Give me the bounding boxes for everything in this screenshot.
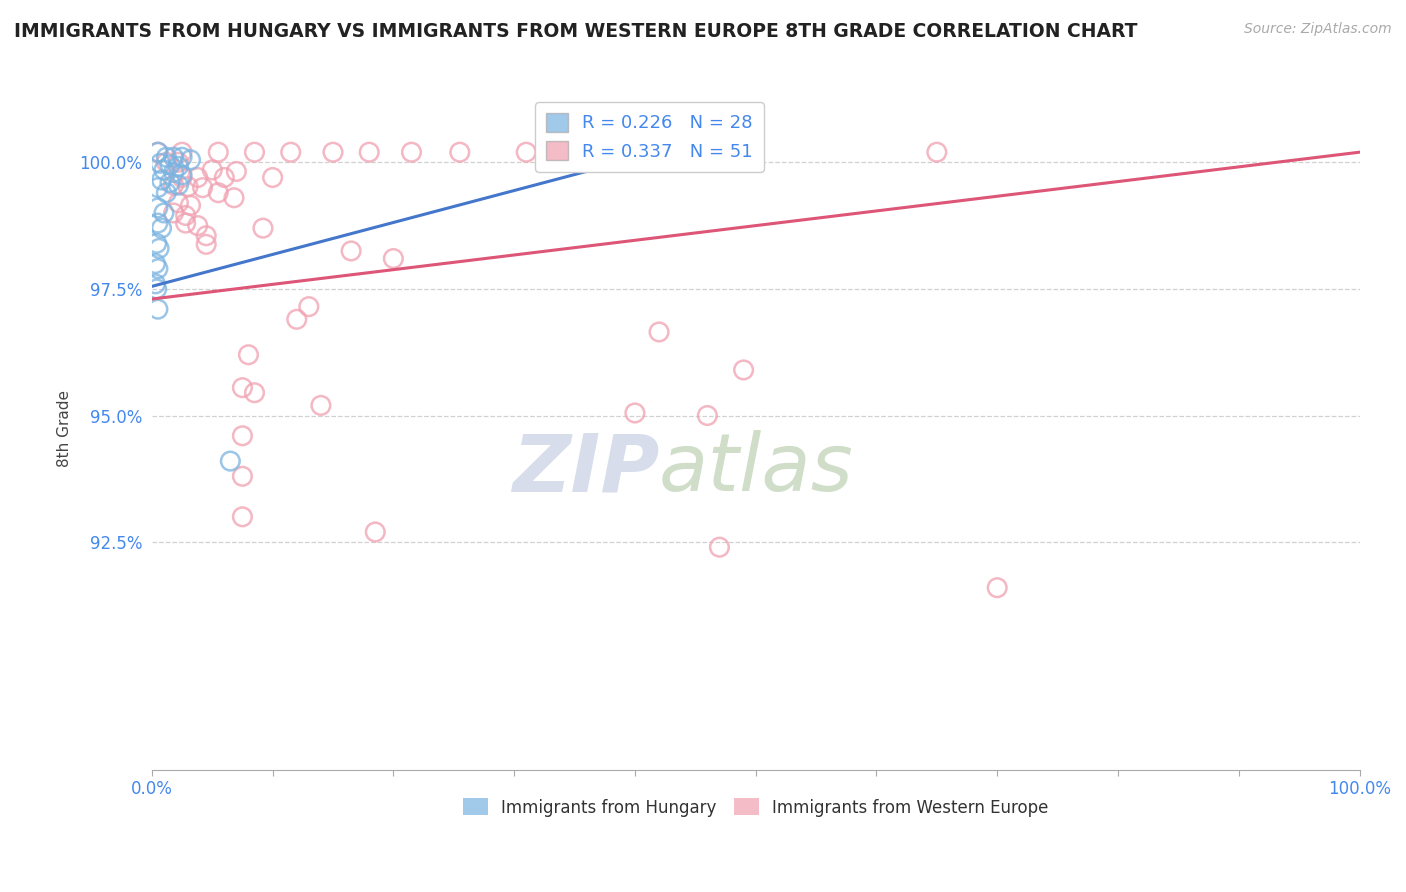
Point [207,145,229,160]
Point [262,170,284,185]
Point [150,173,173,187]
Point [214,170,236,185]
Point [515,145,537,160]
Point [231,509,253,524]
Point [146,180,169,194]
Point [225,164,247,178]
Point [925,145,948,160]
Point [167,195,190,210]
Point [191,180,214,194]
Point [364,524,387,539]
Point [170,145,193,160]
Point [219,454,242,468]
Point [153,162,176,177]
Point [179,153,201,167]
Point [148,241,170,255]
Point [155,155,177,169]
Point [155,150,177,164]
Point [238,348,260,362]
Point [359,145,381,160]
Point [174,209,197,223]
Point [195,237,218,252]
Point [146,145,169,160]
Point [167,160,190,174]
Point [145,257,167,271]
Point [162,206,184,220]
Point [159,158,181,172]
Point [449,145,471,160]
Point [231,469,253,483]
Point [401,145,423,160]
Point [195,228,218,243]
Point [145,277,167,291]
Point [243,145,266,160]
Point [231,381,253,395]
Point [174,216,197,230]
Point [155,186,177,200]
Point [167,155,190,169]
Point [298,300,321,314]
Point [162,150,184,164]
Point [340,244,363,258]
Point [149,156,172,170]
Point [201,162,224,177]
Point [222,191,245,205]
Point [648,325,671,339]
Point [187,170,209,185]
Text: ZIP: ZIP [512,430,659,508]
Point [285,312,308,326]
Point [170,168,193,182]
Point [146,201,169,215]
Point [696,409,718,423]
Y-axis label: 8th Grade: 8th Grade [58,390,72,467]
Point [167,178,190,193]
Point [207,186,229,200]
Point [986,581,1008,595]
Point [146,216,169,230]
Text: IMMIGRANTS FROM HUNGARY VS IMMIGRANTS FROM WESTERN EUROPE 8TH GRADE CORRELATION : IMMIGRANTS FROM HUNGARY VS IMMIGRANTS FR… [14,22,1137,41]
Point [146,261,169,276]
Point [187,219,209,233]
Point [153,206,176,220]
Point [231,429,253,443]
Legend: Immigrants from Hungary, Immigrants from Western Europe: Immigrants from Hungary, Immigrants from… [457,792,1054,823]
Text: atlas: atlas [659,430,853,508]
Point [382,252,405,266]
Point [179,198,201,212]
Point [146,302,169,317]
Point [162,165,184,179]
Point [280,145,302,160]
Point [624,406,647,420]
Point [733,363,755,377]
Point [145,236,167,251]
Point [322,145,344,160]
Point [150,221,173,235]
Point [170,170,193,185]
Point [243,385,266,400]
Point [709,540,731,554]
Point [162,178,184,193]
Point [170,150,193,164]
Point [159,176,181,190]
Point [145,282,167,296]
Text: Source: ZipAtlas.com: Source: ZipAtlas.com [1244,22,1392,37]
Point [252,221,274,235]
Point [177,179,200,194]
Point [146,145,169,160]
Point [309,398,332,412]
